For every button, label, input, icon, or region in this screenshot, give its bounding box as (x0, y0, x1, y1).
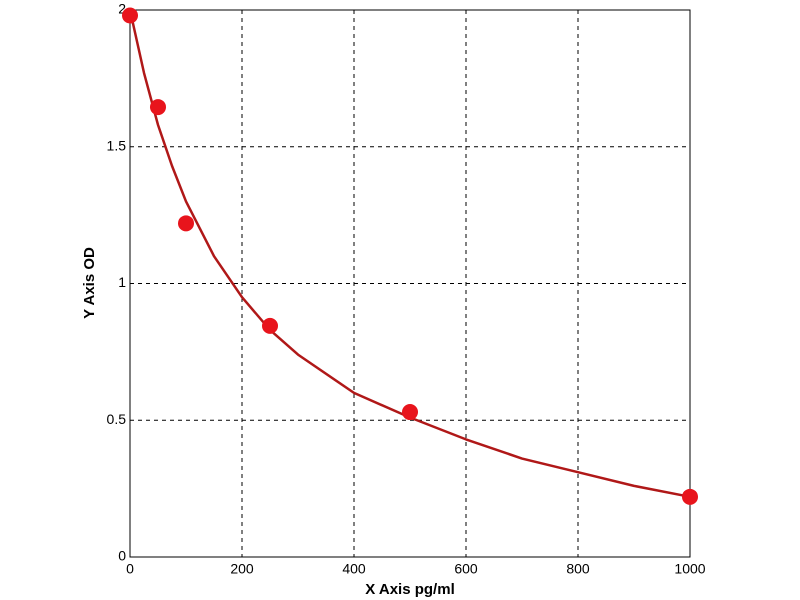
x-tick-label: 400 (342, 561, 366, 577)
data-point (150, 99, 166, 116)
y-tick-label: 1.5 (107, 137, 127, 153)
y-tick-label: 2 (118, 1, 126, 17)
x-tick-label: 800 (566, 561, 590, 577)
data-point (402, 404, 418, 421)
data-point (262, 317, 278, 334)
x-tick-label: 200 (230, 561, 254, 577)
fit-curve (128, 9, 691, 499)
plot-frame (129, 9, 691, 558)
x-tick-label: 600 (454, 561, 478, 577)
y-tick-label: 0.5 (107, 411, 127, 427)
data-point (682, 488, 698, 505)
data-point (122, 7, 138, 24)
y-axis-label: Y Axis OD (81, 247, 98, 319)
data-point (178, 215, 194, 232)
x-axis-label: X Axis pg/ml (365, 581, 454, 598)
x-tick-label: 1000 (674, 561, 705, 577)
x-tick-label: 0 (126, 561, 134, 577)
y-tick-label: 1 (118, 274, 126, 290)
y-tick-label: 0 (118, 548, 126, 564)
